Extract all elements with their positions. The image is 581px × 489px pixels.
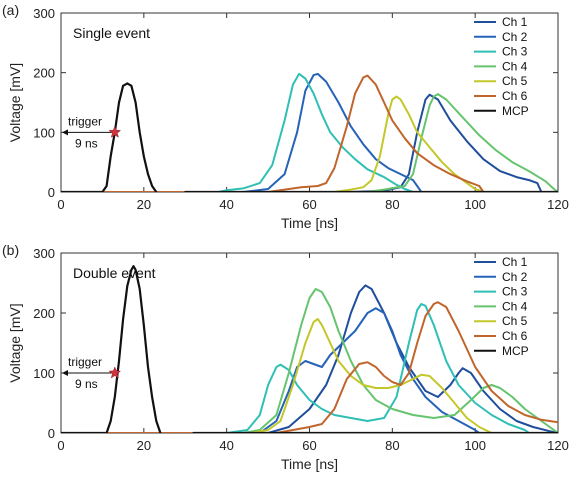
series-line-ch-4 <box>61 93 558 192</box>
x-tick-label: 120 <box>547 438 569 453</box>
series-line-mcp <box>61 265 558 433</box>
series-line-mcp <box>61 82 558 192</box>
legend-entry: Ch 2 <box>502 270 528 284</box>
legend-entry: MCP <box>502 344 529 358</box>
x-tick-label: 20 <box>137 197 151 212</box>
x-axis-label: Time [ns] <box>281 456 338 472</box>
trigger-star-icon <box>108 125 122 138</box>
x-tick-label: 100 <box>464 438 486 453</box>
panel-label: (b) <box>2 242 19 258</box>
series-line-ch-3 <box>61 72 558 192</box>
legend-entry: Ch 6 <box>502 89 528 103</box>
trigger-delay-label: 9 ns <box>75 377 98 391</box>
x-tick-label: 60 <box>302 438 316 453</box>
y-tick-label: 100 <box>33 366 55 381</box>
legend-entry: Ch 5 <box>502 74 528 88</box>
x-tick-label: 60 <box>302 197 316 212</box>
y-tick-label: 200 <box>33 306 55 321</box>
y-tick-label: 300 <box>33 6 55 21</box>
series-line-ch-5 <box>61 95 558 192</box>
x-tick-label: 40 <box>219 197 233 212</box>
series-line-ch-6 <box>61 74 558 192</box>
y-tick-label: 0 <box>48 426 55 441</box>
series-line-ch-1 <box>61 284 558 433</box>
event-annotation: Double event <box>73 265 156 281</box>
y-tick-label: 200 <box>33 66 55 81</box>
series-line-ch-2 <box>61 307 558 433</box>
y-tick-label: 300 <box>33 246 55 261</box>
series-line-ch-3 <box>61 303 558 433</box>
series-line-ch-5 <box>61 318 558 433</box>
trigger-label: trigger <box>68 114 102 128</box>
trigger-star-icon <box>108 366 122 379</box>
series-group <box>61 265 558 433</box>
trigger-arrow-head <box>62 129 68 136</box>
x-tick-label: 0 <box>57 197 64 212</box>
legend-entry: Ch 1 <box>502 15 528 29</box>
legend-entry: Ch 4 <box>502 299 528 313</box>
x-tick-label: 80 <box>385 438 399 453</box>
x-tick-label: 100 <box>464 197 486 212</box>
panel-label: (a) <box>2 2 19 18</box>
chart-panel-2: 0 20 40 60 80 100 120 0 100 200 300 Time [ns] Voltag… <box>2 242 569 472</box>
x-tick-label: 80 <box>385 197 399 212</box>
y-tick-label: 100 <box>33 125 55 140</box>
y-tick-label: 0 <box>48 185 55 200</box>
trigger-arrow-head <box>62 370 68 376</box>
y-axis-label: Voltage [mV] <box>7 63 23 142</box>
legend-entry: Ch 6 <box>502 329 528 343</box>
legend-entry: Ch 2 <box>502 30 528 44</box>
x-axis-label: Time [ns] <box>281 215 338 231</box>
event-annotation: Single event <box>73 25 150 41</box>
y-axis-label: Voltage [mV] <box>7 303 23 382</box>
legend-entry: MCP <box>502 104 529 118</box>
legend-entry: Ch 3 <box>502 285 528 299</box>
trigger-label: trigger <box>68 355 102 369</box>
trigger-delay-label: 9 ns <box>75 136 98 150</box>
x-tick-label: 40 <box>219 438 233 453</box>
legend-entry: Ch 1 <box>502 255 528 269</box>
legend-entry: Ch 3 <box>502 45 528 59</box>
legend-entry: Ch 4 <box>502 59 528 73</box>
series-line-ch-6 <box>61 301 558 433</box>
x-tick-label: 20 <box>137 438 151 453</box>
series-group <box>61 72 558 192</box>
chart-panel-1: 0 20 40 60 80 100 120 0 100 200 300 Time [ns] Voltag… <box>2 2 569 231</box>
x-tick-label: 0 <box>57 438 64 453</box>
x-tick-label: 120 <box>547 197 569 212</box>
series-line-ch-4 <box>61 288 558 433</box>
series-line-ch-2 <box>61 72 558 192</box>
legend-entry: Ch 5 <box>502 314 528 328</box>
